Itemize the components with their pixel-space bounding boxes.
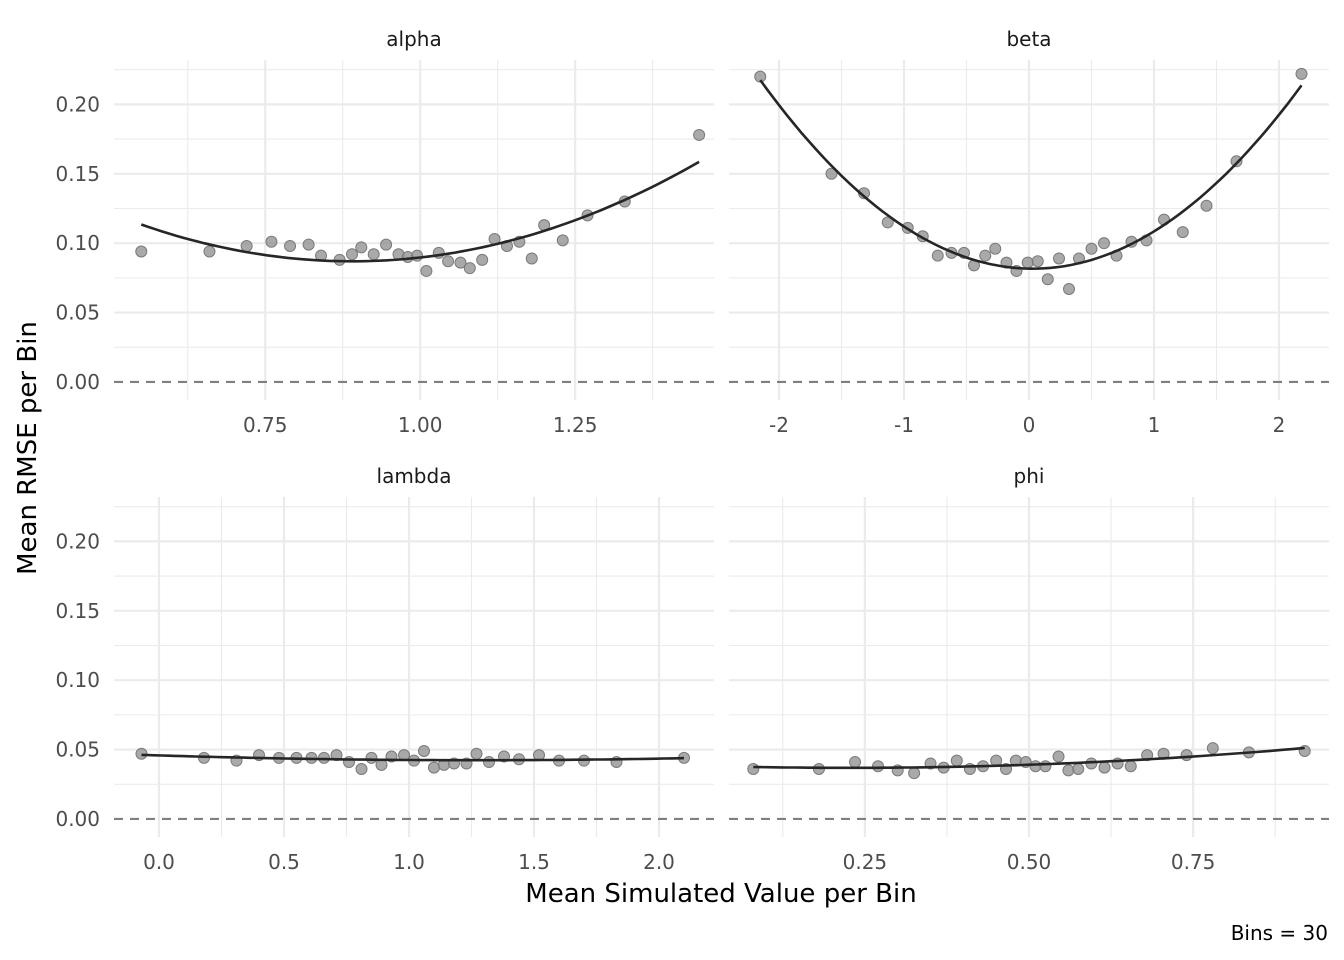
data-point [1124, 760, 1137, 773]
data-point [418, 744, 430, 757]
data-point [476, 253, 489, 266]
data-point [346, 248, 359, 261]
trend-line [140, 160, 700, 263]
data-point [367, 248, 380, 261]
x-tick-label: 1.25 [553, 413, 598, 437]
y-tick-label: 0.15 [55, 599, 100, 623]
x-tick-label: -1 [894, 413, 914, 437]
data-point [849, 756, 862, 769]
x-tick-label: 0 [1023, 413, 1036, 437]
panel-beta: beta -2 -1 0 1 2 [729, 27, 1329, 437]
data-point [1085, 242, 1098, 255]
x-tick-label: 1.5 [518, 850, 550, 874]
data-point [1295, 67, 1308, 80]
x-tick-label: -2 [769, 413, 789, 437]
facet-title: alpha [386, 27, 441, 51]
trend-line [759, 79, 1303, 271]
data-point [1063, 282, 1075, 295]
data-point [1031, 255, 1044, 268]
x-tick-label: 0.5 [268, 850, 300, 874]
trend-line [753, 746, 1305, 770]
facet-title: lambda [377, 464, 452, 488]
data-point [135, 245, 148, 258]
y-tick-label: 0.10 [55, 231, 100, 255]
data-point [556, 234, 569, 247]
data-point [420, 264, 433, 277]
data-point [1206, 742, 1219, 755]
data-point [135, 747, 148, 760]
data-point [1053, 252, 1065, 265]
panel-phi: phi 0.25 0.50 0.75 [729, 464, 1329, 874]
y-tick-label: 0.05 [55, 738, 100, 762]
data-point [1098, 761, 1111, 774]
x-tick-label: 1 [1148, 413, 1161, 437]
data-point [1180, 749, 1193, 762]
data-point [872, 760, 885, 773]
data-point [525, 252, 538, 265]
y-tick-label: 0.05 [55, 301, 100, 325]
data-point [463, 262, 476, 275]
y-tick-label: 0.00 [55, 370, 100, 394]
data-point [989, 242, 1002, 255]
data-point [950, 754, 963, 767]
x-tick-label: 2.0 [643, 850, 675, 874]
data-point [411, 249, 424, 262]
data-point [693, 128, 706, 141]
data-point [881, 216, 894, 229]
x-axis-title: Mean Simulated Value per Bin [525, 879, 916, 909]
data-point [330, 749, 343, 762]
data-point [302, 238, 315, 251]
data-point [365, 751, 378, 764]
y-tick-label: 0.10 [55, 668, 100, 692]
data-point [1041, 273, 1054, 286]
y-tick-label: 0.20 [55, 92, 100, 116]
data-point [1062, 764, 1075, 777]
data-point [1176, 226, 1189, 239]
x-tick-label: 1.00 [398, 413, 443, 437]
data-point [1021, 256, 1034, 269]
x-tick-label: 0.75 [1171, 850, 1216, 874]
x-tick-label: 1.0 [393, 850, 425, 874]
data-point [284, 239, 297, 252]
data-point [265, 235, 278, 248]
panel-lambda: lambda 0.0 0.5 1.0 1.5 2.0 0.00 0.05 0.10 0.15 0.2… [55, 464, 714, 874]
data-point [908, 767, 921, 780]
data-point [747, 763, 760, 775]
x-tick-label: 2 [1273, 413, 1286, 437]
panel-alpha: alpha 0.75 1.00 1.25 0.00 0.05 0.10 0.15 0.20 [55, 27, 714, 437]
y-axis-title: Mean RMSE per Bin [13, 321, 43, 575]
facet-title: phi [1014, 464, 1045, 488]
data-point [1098, 237, 1110, 250]
data-point [825, 167, 838, 180]
data-point [428, 761, 440, 774]
data-point [483, 756, 495, 769]
bins-caption: Bins = 30 [1231, 921, 1328, 945]
x-tick-label: 0.75 [243, 413, 288, 437]
data-point [1200, 199, 1213, 212]
data-point [1039, 760, 1052, 773]
data-point [355, 241, 368, 254]
y-tick-label: 0.00 [55, 807, 100, 831]
data-point [1052, 750, 1065, 763]
data-point [454, 256, 467, 269]
facet-title: beta [1006, 27, 1051, 51]
data-point [1230, 155, 1243, 168]
data-point [1072, 763, 1085, 775]
trend-line [141, 753, 685, 762]
x-tick-label: 0.0 [143, 850, 175, 874]
y-tick-label: 0.20 [55, 529, 100, 553]
data-point [203, 245, 216, 258]
data-point [380, 238, 393, 251]
y-tick-label: 0.15 [55, 162, 100, 186]
data-point [240, 239, 253, 252]
data-point [931, 249, 944, 262]
x-tick-label: 0.50 [1007, 850, 1052, 874]
data-point [442, 255, 455, 268]
x-tick-label: 0.25 [843, 850, 888, 874]
data-point [355, 763, 368, 775]
data-point [979, 249, 992, 262]
data-point [470, 747, 483, 760]
